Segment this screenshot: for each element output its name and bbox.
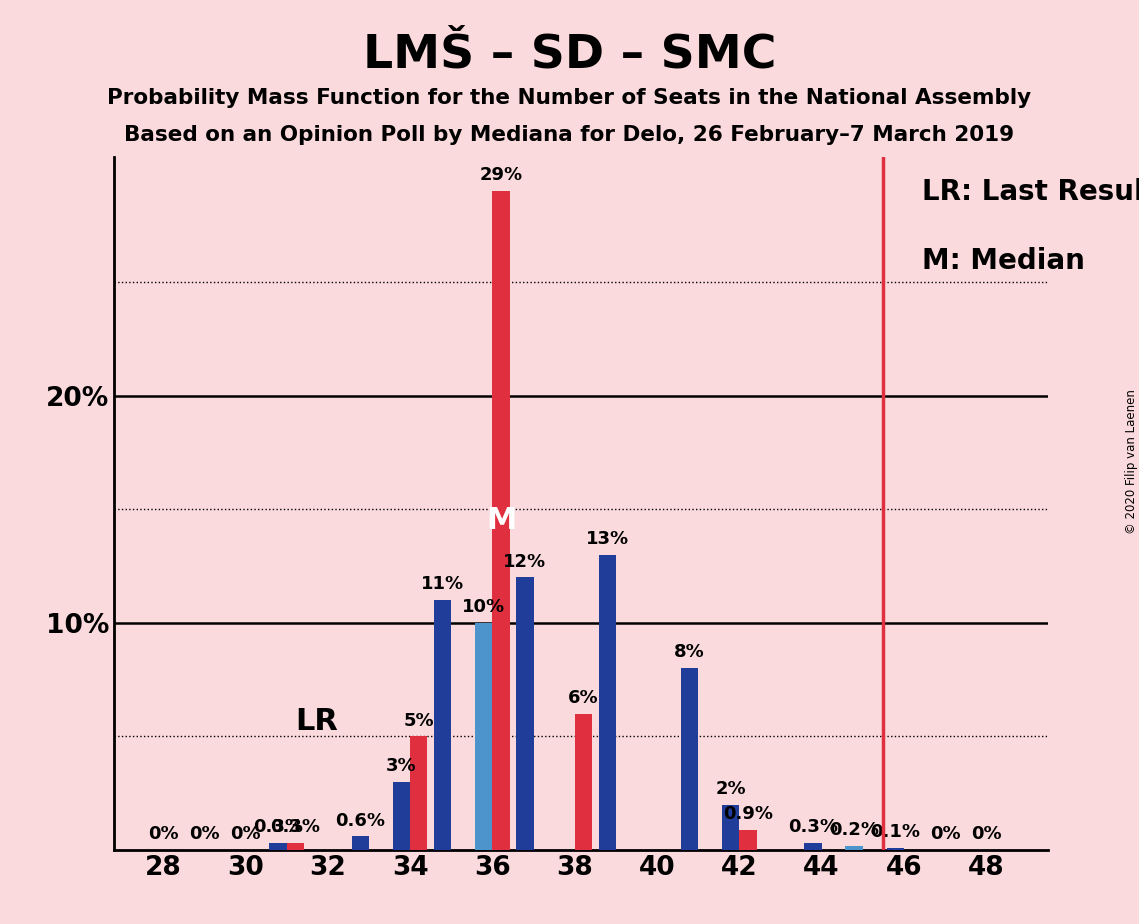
- Bar: [352, 836, 369, 850]
- Text: 0.3%: 0.3%: [270, 819, 320, 836]
- Text: 0%: 0%: [189, 825, 220, 844]
- Text: 0.3%: 0.3%: [788, 819, 838, 836]
- Text: 12%: 12%: [503, 553, 547, 571]
- Bar: [492, 191, 510, 850]
- Bar: [434, 601, 451, 850]
- Bar: [845, 845, 862, 850]
- Bar: [722, 805, 739, 850]
- Bar: [575, 713, 592, 850]
- Text: 11%: 11%: [421, 576, 465, 593]
- Text: 3%: 3%: [386, 757, 417, 775]
- Text: Based on an Opinion Poll by Mediana for Delo, 26 February–7 March 2019: Based on an Opinion Poll by Mediana for …: [124, 125, 1015, 145]
- Text: M: Median: M: Median: [921, 248, 1084, 275]
- Text: 0%: 0%: [970, 825, 1001, 844]
- Text: 0%: 0%: [929, 825, 960, 844]
- Text: © 2020 Filip van Laenen: © 2020 Filip van Laenen: [1124, 390, 1138, 534]
- Text: 5%: 5%: [403, 711, 434, 730]
- Text: 13%: 13%: [585, 529, 629, 548]
- Bar: [270, 844, 287, 850]
- Text: LR: Last Result: LR: Last Result: [921, 177, 1139, 206]
- Bar: [410, 736, 427, 850]
- Text: 0%: 0%: [148, 825, 179, 844]
- Text: 0.3%: 0.3%: [253, 819, 303, 836]
- Text: Probability Mass Function for the Number of Seats in the National Assembly: Probability Mass Function for the Number…: [107, 88, 1032, 108]
- Bar: [287, 844, 304, 850]
- Text: 0.6%: 0.6%: [335, 811, 385, 830]
- Text: 29%: 29%: [480, 166, 523, 185]
- Bar: [475, 623, 492, 850]
- Text: 6%: 6%: [568, 689, 599, 707]
- Text: 0.1%: 0.1%: [870, 823, 920, 841]
- Bar: [599, 554, 616, 850]
- Text: 0%: 0%: [230, 825, 261, 844]
- Text: 0.9%: 0.9%: [723, 805, 773, 822]
- Text: LMŠ – SD – SMC: LMŠ – SD – SMC: [362, 32, 777, 78]
- Text: 2%: 2%: [715, 780, 746, 797]
- Bar: [804, 844, 821, 850]
- Text: 10%: 10%: [462, 598, 506, 616]
- Text: 8%: 8%: [674, 643, 705, 662]
- Text: 0.2%: 0.2%: [829, 821, 879, 839]
- Bar: [393, 782, 410, 850]
- Bar: [739, 830, 756, 850]
- Bar: [886, 848, 904, 850]
- Bar: [681, 668, 698, 850]
- Bar: [516, 578, 533, 850]
- Text: M: M: [486, 506, 516, 535]
- Text: LR: LR: [295, 708, 338, 736]
